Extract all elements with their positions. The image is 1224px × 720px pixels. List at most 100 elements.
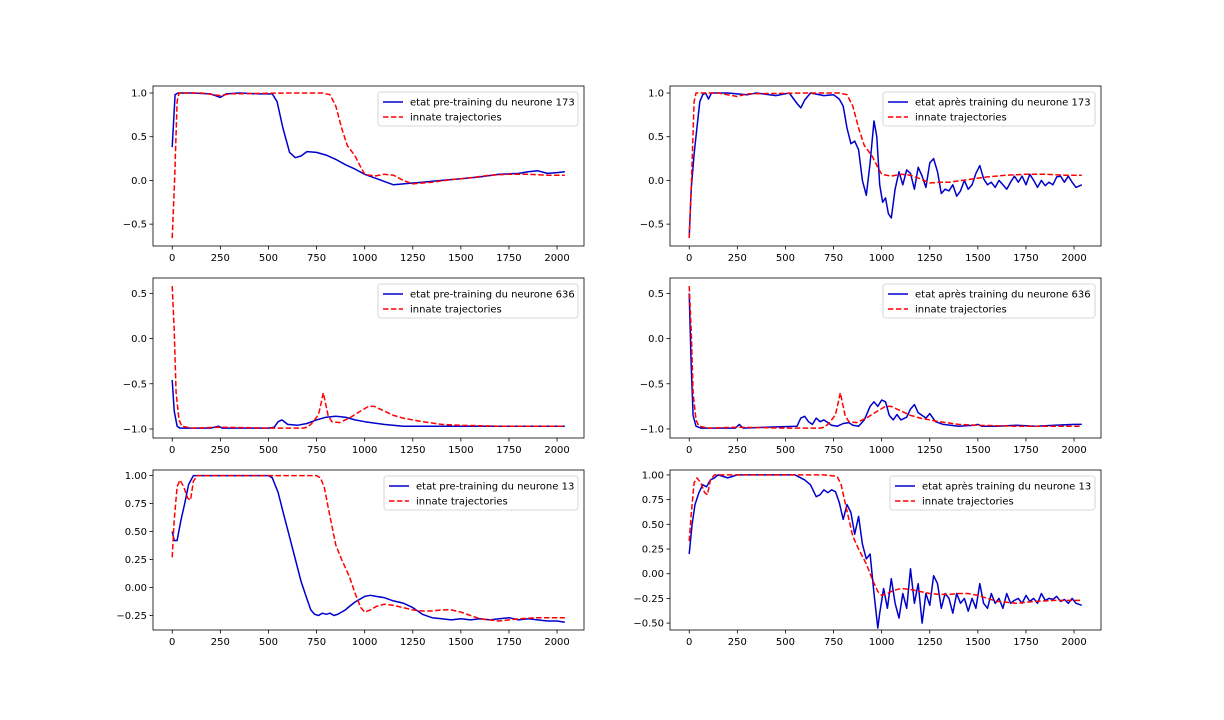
y-tick-label: −0.25 — [116, 611, 147, 622]
x-tick-label: 1500 — [965, 637, 990, 648]
y-tick-label: 1.0 — [131, 88, 147, 99]
legend-entry-label: innate trajectories — [416, 497, 508, 508]
innate-trajectory-line — [688, 474, 1082, 605]
x-tick-label: 2000 — [1061, 637, 1086, 648]
y-tick-label: 0.50 — [642, 520, 664, 531]
legend: etat après training du neurone 636 innate… — [882, 283, 1096, 319]
neuron-state-line — [688, 293, 1082, 429]
innate-trajectory-line — [171, 286, 565, 429]
x-tick-label: 500 — [776, 637, 795, 648]
legend: etat pre-training du neurone 636 innate t… — [377, 283, 579, 319]
x-tick-label: 250 — [211, 253, 230, 264]
y-tick-label: 0.0 — [131, 334, 147, 345]
legend-entry-label: innate trajectories — [915, 113, 1007, 124]
x-tick-label: 1250 — [917, 445, 942, 456]
x-tick-label: 750 — [307, 445, 326, 456]
axes-frame — [152, 277, 585, 439]
neuron-state-line — [688, 474, 1083, 629]
x-tick-label: 0 — [686, 445, 692, 456]
subplot-5: 0 250 500 750 1000 1250 1500 1750 2000 −0.25 0.00 0… — [116, 469, 585, 648]
y-tick-label: 0.0 — [648, 176, 664, 187]
x-tick-label: 750 — [824, 637, 843, 648]
x-tick-label: 1500 — [448, 253, 473, 264]
y-tick-label: −0.25 — [633, 594, 664, 605]
subplot-1: 0 250 500 750 1000 1250 1500 1750 2000 −0.5 0.0 0.5… — [123, 85, 585, 264]
legend: etat après training du neurone 13 innate … — [889, 475, 1096, 511]
x-tick-label: 1000 — [869, 253, 894, 264]
y-tick-label: 0.0 — [648, 334, 664, 345]
legend-entry-label: innate trajectories — [410, 305, 502, 316]
subplot-2: 0 250 500 750 1000 1250 1500 1750 2000 −0.5 0.0 0.5… — [640, 85, 1102, 264]
x-tick-label: 250 — [211, 637, 230, 648]
x-tick-label: 2000 — [544, 637, 569, 648]
x-tick-label: 500 — [259, 253, 278, 264]
x-tick-label: 0 — [169, 637, 175, 648]
y-tick-label: 1.00 — [125, 471, 147, 482]
legend-entry-label: etat après training du neurone 13 — [922, 481, 1091, 493]
innate-trajectory-line — [171, 92, 565, 239]
y-tick-label: 0.75 — [125, 499, 147, 510]
x-tick-label: 1250 — [400, 637, 425, 648]
y-tick-label: 0.00 — [125, 583, 147, 594]
x-tick-label: 2000 — [1061, 445, 1086, 456]
x-tick-label: 1750 — [1013, 637, 1038, 648]
legend-entry-label: innate trajectories — [410, 113, 502, 124]
x-tick-label: 250 — [728, 253, 747, 264]
x-tick-label: 1250 — [400, 445, 425, 456]
x-tick-label: 1000 — [352, 253, 377, 264]
legend-entry-label: etat après training du neurone 636 — [915, 289, 1091, 301]
legend-box — [882, 91, 1096, 127]
x-tick-label: 750 — [824, 253, 843, 264]
y-tick-label: −0.5 — [640, 379, 664, 390]
x-tick-label: 1750 — [1013, 253, 1038, 264]
legend: etat après training du neurone 173 innate… — [882, 91, 1096, 127]
x-tick-label: 1000 — [352, 637, 377, 648]
y-tick-label: −1.0 — [123, 424, 147, 435]
x-tick-label: 500 — [259, 637, 278, 648]
x-tick-label: 2000 — [544, 253, 569, 264]
legend-box — [383, 475, 579, 511]
x-tick-label: 500 — [776, 253, 795, 264]
innate-trajectory-line — [171, 474, 565, 622]
y-tick-label: −1.0 — [640, 424, 664, 435]
y-tick-label: 0.25 — [125, 555, 147, 566]
innate-trajectory-line — [688, 286, 1082, 429]
x-tick-label: 0 — [169, 445, 175, 456]
innate-trajectory-line — [688, 92, 1082, 239]
y-tick-label: 0.5 — [131, 289, 147, 300]
y-tick-label: 1.00 — [642, 470, 664, 481]
x-tick-label: 750 — [307, 637, 326, 648]
legend-box — [377, 283, 579, 319]
legend-box — [377, 91, 579, 127]
y-tick-label: 0.50 — [125, 527, 147, 538]
x-tick-label: 1250 — [917, 637, 942, 648]
axes-frame — [669, 85, 1102, 247]
subplot-3: 0 250 500 750 1000 1250 1500 1750 2000 −1.0 −0.5 0.… — [123, 277, 585, 456]
y-tick-label: 0.25 — [642, 545, 664, 556]
y-tick-label: −0.5 — [123, 379, 147, 390]
x-tick-label: 2000 — [544, 445, 569, 456]
x-tick-label: 1750 — [496, 637, 521, 648]
subplot-4: 0 250 500 750 1000 1250 1500 1750 2000 −1.0 −0.5 0.… — [640, 277, 1102, 456]
legend-entry-label: innate trajectories — [922, 497, 1014, 508]
y-tick-label: 0.5 — [648, 132, 664, 143]
y-tick-label: −0.5 — [640, 220, 664, 231]
legend: etat pre-training du neurone 13 innate tr… — [383, 475, 579, 511]
x-tick-label: 1250 — [917, 253, 942, 264]
subplot-6: 0 250 500 750 1000 1250 1500 1750 2000 −0.50 −0.25… — [633, 469, 1102, 648]
y-tick-label: −0.5 — [123, 220, 147, 231]
axes-frame — [152, 85, 585, 247]
x-tick-label: 2000 — [1061, 253, 1086, 264]
x-tick-label: 1000 — [869, 445, 894, 456]
y-tick-label: 0.0 — [131, 176, 147, 187]
x-tick-label: 250 — [728, 445, 747, 456]
neuron-state-line — [688, 92, 1083, 238]
x-tick-label: 500 — [259, 445, 278, 456]
y-tick-label: 0.5 — [131, 132, 147, 143]
x-tick-label: 750 — [824, 445, 843, 456]
axes-frame — [669, 277, 1102, 439]
y-tick-label: −0.50 — [633, 619, 664, 630]
x-tick-label: 0 — [686, 253, 692, 264]
neuron-state-line — [171, 380, 565, 429]
x-tick-label: 250 — [728, 637, 747, 648]
